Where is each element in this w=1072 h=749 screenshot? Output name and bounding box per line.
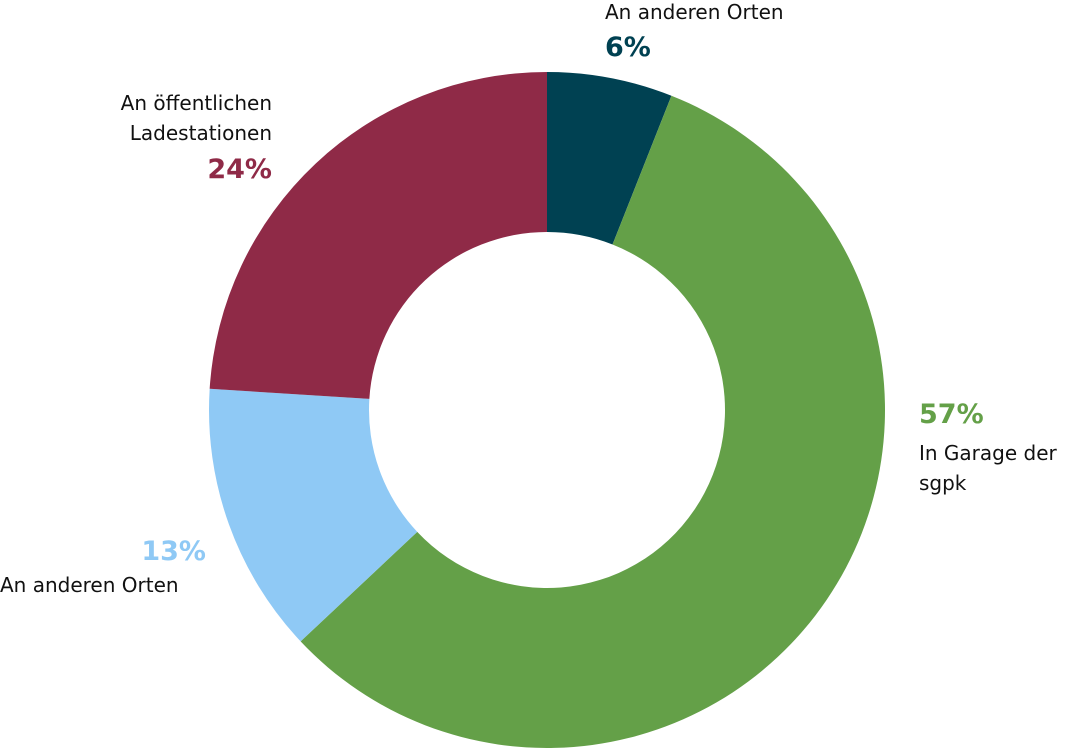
donut-slice (547, 72, 672, 245)
slice-label: An anderen Orten (0, 573, 179, 597)
value-label: 57% (919, 399, 984, 430)
slice-label: An anderen Orten (605, 0, 784, 24)
value-label: 6% (605, 32, 651, 63)
value-label: 24% (207, 154, 272, 185)
slice-label: In Garage der sgpk (919, 441, 1057, 495)
donut-slice (209, 388, 418, 642)
donut-slice (300, 95, 886, 749)
value-label: 13% (141, 536, 206, 567)
slice-label: An öffentlichen Ladestationen (120, 91, 272, 145)
donut-slice (209, 72, 547, 399)
